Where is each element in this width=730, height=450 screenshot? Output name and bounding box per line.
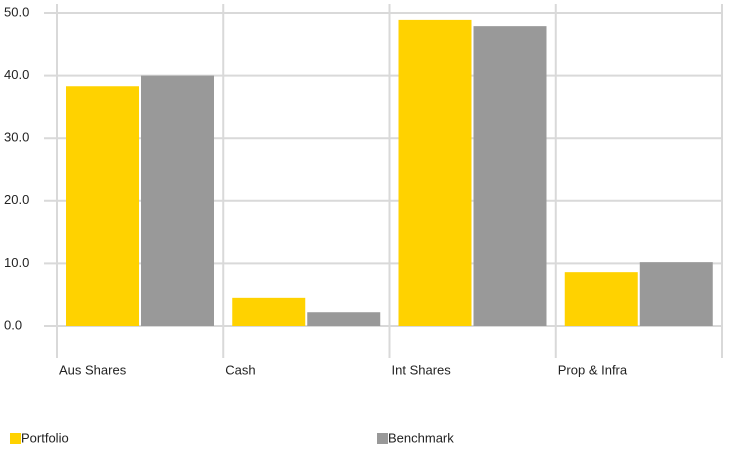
bar [639,262,713,326]
bar [564,272,638,326]
bar [473,26,547,327]
y-tick-label: 0.0 [4,317,22,332]
x-tick-label: Prop & Infra [558,362,628,377]
legend-label: Portfolio [21,430,69,445]
bar [398,19,472,327]
legend-swatch [10,433,21,444]
bar [307,312,381,326]
bar [141,75,214,326]
y-tick-label: 50.0 [4,4,29,19]
x-tick-label: Cash [225,362,255,377]
y-tick-label: 30.0 [4,130,29,145]
legend-label: Benchmark [388,430,454,445]
bar [66,86,139,326]
y-tick-label: 40.0 [4,67,29,82]
y-tick-label: 20.0 [4,192,29,207]
legend-swatch [377,433,388,444]
bar [232,297,306,326]
x-tick-label: Aus Shares [59,362,127,377]
x-tick-label: Int Shares [392,362,452,377]
y-tick-label: 10.0 [4,255,29,270]
